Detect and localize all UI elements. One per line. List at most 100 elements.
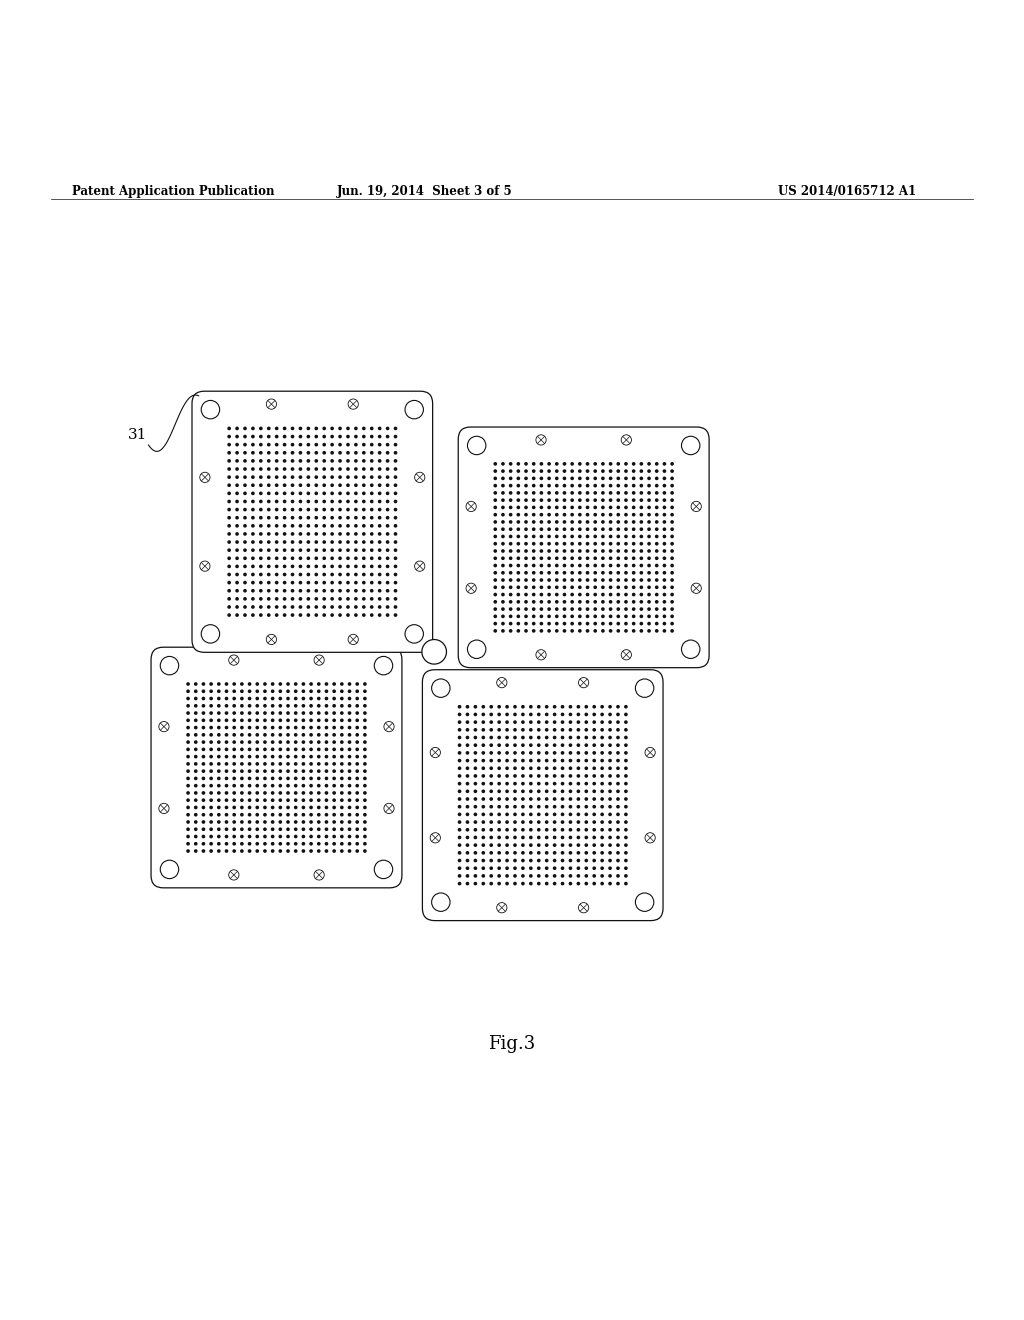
Circle shape bbox=[361, 451, 366, 454]
FancyBboxPatch shape bbox=[458, 428, 709, 668]
Circle shape bbox=[217, 741, 220, 744]
Circle shape bbox=[227, 491, 231, 495]
Circle shape bbox=[248, 762, 252, 766]
Circle shape bbox=[217, 834, 220, 838]
Circle shape bbox=[473, 705, 477, 709]
Circle shape bbox=[370, 548, 374, 552]
Circle shape bbox=[537, 851, 541, 854]
Circle shape bbox=[585, 805, 588, 809]
Circle shape bbox=[255, 828, 259, 832]
Circle shape bbox=[586, 615, 590, 618]
Circle shape bbox=[186, 820, 189, 824]
Circle shape bbox=[655, 622, 658, 626]
Circle shape bbox=[393, 442, 397, 446]
Circle shape bbox=[547, 549, 551, 553]
Circle shape bbox=[404, 400, 424, 418]
Circle shape bbox=[593, 557, 597, 560]
Circle shape bbox=[346, 434, 350, 438]
Circle shape bbox=[325, 704, 329, 708]
Circle shape bbox=[516, 499, 520, 502]
Circle shape bbox=[458, 882, 462, 886]
Circle shape bbox=[232, 697, 237, 701]
Circle shape bbox=[568, 843, 572, 847]
Circle shape bbox=[655, 477, 658, 480]
Circle shape bbox=[309, 770, 313, 774]
Circle shape bbox=[586, 586, 590, 589]
Circle shape bbox=[578, 535, 582, 539]
Circle shape bbox=[283, 516, 287, 520]
Circle shape bbox=[509, 586, 512, 589]
Circle shape bbox=[524, 593, 527, 597]
Circle shape bbox=[378, 557, 382, 560]
Circle shape bbox=[301, 704, 305, 708]
Circle shape bbox=[306, 605, 310, 609]
Circle shape bbox=[494, 462, 497, 466]
Circle shape bbox=[340, 747, 344, 751]
Circle shape bbox=[562, 543, 566, 545]
Circle shape bbox=[194, 711, 198, 715]
Circle shape bbox=[370, 516, 374, 520]
Circle shape bbox=[386, 467, 389, 471]
Circle shape bbox=[555, 564, 559, 568]
Circle shape bbox=[516, 491, 520, 495]
Circle shape bbox=[562, 528, 566, 531]
Circle shape bbox=[346, 508, 350, 511]
Circle shape bbox=[314, 614, 318, 616]
Circle shape bbox=[364, 776, 367, 780]
Circle shape bbox=[202, 711, 205, 715]
Circle shape bbox=[537, 805, 541, 809]
Circle shape bbox=[577, 805, 581, 809]
Circle shape bbox=[553, 774, 556, 777]
Circle shape bbox=[346, 557, 350, 560]
Circle shape bbox=[314, 573, 318, 577]
Circle shape bbox=[186, 755, 189, 759]
Circle shape bbox=[568, 874, 572, 878]
Circle shape bbox=[577, 828, 581, 832]
Circle shape bbox=[570, 601, 574, 603]
Text: Jun. 19, 2014  Sheet 3 of 5: Jun. 19, 2014 Sheet 3 of 5 bbox=[337, 185, 513, 198]
Circle shape bbox=[509, 513, 512, 516]
Circle shape bbox=[521, 859, 524, 862]
Circle shape bbox=[537, 743, 541, 747]
Circle shape bbox=[466, 874, 469, 878]
Circle shape bbox=[354, 442, 357, 446]
Circle shape bbox=[513, 705, 517, 709]
Circle shape bbox=[481, 713, 485, 717]
Circle shape bbox=[301, 842, 305, 846]
Circle shape bbox=[473, 774, 477, 777]
Circle shape bbox=[632, 535, 636, 539]
Circle shape bbox=[286, 828, 290, 832]
Circle shape bbox=[501, 528, 505, 531]
Circle shape bbox=[266, 399, 276, 409]
Circle shape bbox=[586, 572, 590, 574]
Circle shape bbox=[586, 557, 590, 560]
Circle shape bbox=[301, 805, 305, 809]
Circle shape bbox=[547, 499, 551, 502]
Circle shape bbox=[568, 727, 572, 731]
Circle shape bbox=[294, 762, 298, 766]
Circle shape bbox=[616, 727, 620, 731]
Circle shape bbox=[346, 597, 350, 601]
Circle shape bbox=[663, 615, 667, 618]
Circle shape bbox=[547, 586, 551, 589]
Circle shape bbox=[577, 882, 581, 886]
Circle shape bbox=[186, 834, 189, 838]
Circle shape bbox=[217, 784, 220, 788]
Circle shape bbox=[364, 741, 367, 744]
Circle shape bbox=[616, 557, 621, 560]
Circle shape bbox=[294, 726, 298, 730]
Circle shape bbox=[655, 491, 658, 495]
Circle shape bbox=[632, 549, 636, 553]
Circle shape bbox=[232, 776, 237, 780]
Circle shape bbox=[568, 882, 572, 886]
Circle shape bbox=[270, 828, 274, 832]
Circle shape bbox=[616, 843, 620, 847]
Circle shape bbox=[640, 593, 643, 597]
Circle shape bbox=[240, 726, 244, 730]
Circle shape bbox=[294, 842, 298, 846]
Circle shape bbox=[325, 813, 329, 817]
Circle shape bbox=[333, 776, 336, 780]
Circle shape bbox=[361, 467, 366, 471]
Circle shape bbox=[616, 615, 621, 618]
Circle shape bbox=[323, 483, 326, 487]
